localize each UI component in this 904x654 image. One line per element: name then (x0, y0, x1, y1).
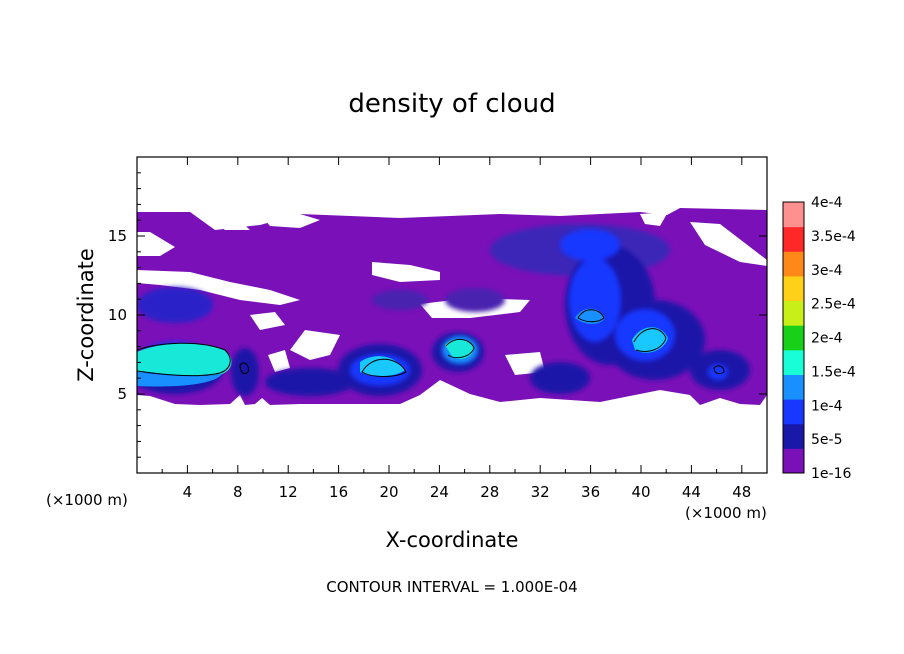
contour-line (633, 328, 667, 352)
colorbar-tick-label: 1.5e-4 (811, 364, 856, 380)
contour-line (577, 309, 605, 323)
dense-core (530, 362, 590, 394)
clear-gap (290, 330, 340, 360)
chart-title: density of cloud (348, 89, 555, 119)
x-tick-label: 28 (480, 483, 499, 501)
colorbar-tick-label: 4e-4 (811, 195, 843, 211)
high-core (445, 339, 474, 359)
dense-core (137, 287, 213, 323)
x-axis-ticks: 4 8 12 16 20 24 28 32 36 40 44 48 (161, 157, 751, 501)
colorbar-tick-label: 2.5e-4 (811, 297, 856, 313)
x-axis-title: X-coordinate (386, 528, 519, 552)
high-core (632, 327, 668, 353)
y-tick-label: 5 (117, 385, 127, 403)
mid-core (569, 258, 621, 342)
colorbar-swatch (783, 423, 804, 449)
x-tick-label: 24 (430, 483, 449, 501)
colorbar-swatch (783, 374, 804, 400)
x-tick-label: 16 (329, 483, 348, 501)
colorbar-swatch (783, 202, 804, 228)
clear-gap (137, 270, 300, 305)
y-tick-label: 15 (108, 227, 127, 245)
clear-gap (372, 262, 440, 282)
colorbar-swatch (783, 275, 804, 302)
y-axis-ticks: 5 10 15 (108, 172, 767, 458)
contour-line (137, 342, 231, 377)
colorbar-swatch (783, 325, 804, 351)
x-tick-label: 4 (183, 483, 193, 501)
colorbar-tick-label: 1e-16 (811, 466, 851, 482)
colorbar-tick-label: 3e-4 (811, 263, 843, 279)
clear-gap (250, 312, 285, 330)
colorbar-swatch (783, 251, 804, 277)
clear-gap (268, 350, 290, 372)
mid-core (560, 229, 620, 261)
contour-interval-note: CONTOUR INTERVAL = 1.000E-04 (326, 578, 577, 596)
dense-core (445, 288, 505, 312)
dense-core (265, 368, 355, 396)
x-tick-label: 20 (379, 483, 398, 501)
x-tick-label: 32 (531, 483, 550, 501)
contour-line (713, 365, 725, 375)
x-tick-label: 48 (732, 483, 751, 501)
clear-gap (260, 214, 320, 228)
dense-core (372, 290, 428, 310)
colorbar-swatch (783, 300, 804, 326)
clear-gap (640, 212, 668, 226)
mid-core (708, 364, 728, 380)
colorbar-frame (782, 201, 805, 474)
clear-gap (200, 212, 250, 230)
contour-lines (137, 309, 725, 377)
high-core (137, 343, 232, 376)
colorbar-tick-label: 1e-4 (811, 398, 843, 414)
cloud-density-field (137, 208, 767, 405)
x-tick-label: 44 (682, 483, 701, 501)
contour-line (361, 358, 407, 377)
y-axis-title: Z-coordinate (74, 248, 98, 382)
clear-gap (137, 232, 175, 256)
contour-line (239, 362, 249, 375)
x-tick-label: 36 (581, 483, 600, 501)
y-axis-unit: (×1000 m) (46, 491, 128, 509)
dense-core (231, 348, 259, 396)
high-core (137, 372, 222, 387)
colorbar-swatch (783, 399, 804, 425)
clear-gap (690, 222, 767, 266)
high-core-group (137, 308, 668, 387)
colorbar-swatch (783, 448, 804, 474)
colorbar-swatch (783, 226, 804, 252)
colorbar-tick-label: 5e-5 (811, 432, 842, 448)
colorbar-tick-label: 2e-4 (811, 331, 843, 347)
colorbar: 1e-16 5e-5 1e-4 1.5e-4 2e-4 2.5e-4 3e-4 3.5e-4 4… (782, 195, 856, 482)
contour-line (445, 339, 475, 359)
x-axis-unit: (×1000 m) (685, 504, 767, 522)
x-tick-label: 12 (279, 483, 298, 501)
y-tick-label: 10 (108, 306, 127, 324)
colorbar-tick-label: 3.5e-4 (811, 229, 856, 245)
colorbar-swatch (783, 349, 804, 375)
x-tick-label: 40 (631, 483, 650, 501)
x-tick-label: 8 (233, 483, 243, 501)
